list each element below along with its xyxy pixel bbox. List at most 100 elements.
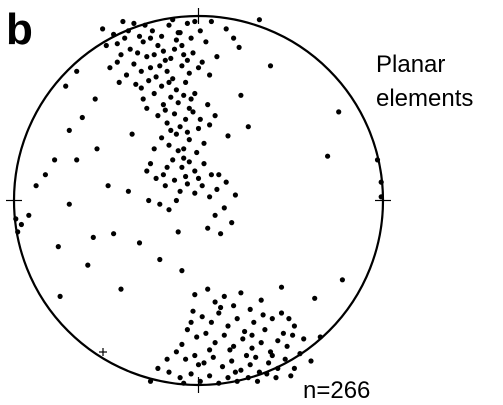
pole-point <box>297 351 303 357</box>
pole-point <box>173 131 179 137</box>
sample-count: n=266 <box>303 377 370 404</box>
pole-point <box>125 188 131 194</box>
pole-point <box>286 316 292 322</box>
pole-point <box>262 327 268 333</box>
pole-point <box>205 225 211 231</box>
pole-point <box>288 373 294 379</box>
pole-point <box>144 168 150 174</box>
pole-point <box>105 183 111 189</box>
pole-point <box>151 146 157 152</box>
pole-point <box>197 378 203 384</box>
pole-point <box>181 146 187 152</box>
pole-point <box>151 52 157 58</box>
pole-point <box>181 52 187 58</box>
pole-point <box>183 116 189 122</box>
pole-point <box>164 120 170 126</box>
pole-point <box>166 207 172 213</box>
pole-point <box>184 57 190 63</box>
pole-point <box>201 140 207 146</box>
pole-point <box>131 20 137 26</box>
pole-point <box>325 153 331 159</box>
pole-point <box>207 347 213 353</box>
pole-point <box>199 59 205 65</box>
pole-point <box>214 186 220 192</box>
pole-point <box>171 46 178 52</box>
pole-point <box>188 319 194 325</box>
pole-point <box>13 216 19 222</box>
pole-point <box>231 303 237 309</box>
pole-point <box>157 63 163 69</box>
pole-point <box>223 179 229 185</box>
pole-point <box>184 129 190 135</box>
pole-point <box>212 299 218 305</box>
pole-point <box>155 113 161 119</box>
pole-point <box>223 26 229 32</box>
pole-point <box>216 172 222 178</box>
pole-point <box>290 332 296 338</box>
pole-point <box>147 378 154 384</box>
pole-point <box>147 161 154 167</box>
pole-point <box>55 244 61 250</box>
pole-point <box>131 61 137 67</box>
pole-point <box>138 85 144 91</box>
pole-point <box>208 319 214 325</box>
pole-point <box>339 277 345 283</box>
pole-point <box>181 155 187 161</box>
pole-point <box>173 37 179 43</box>
pole-point <box>247 306 253 312</box>
pole-point <box>94 146 100 152</box>
pole-point <box>245 375 251 381</box>
pole-point <box>116 79 122 85</box>
pole-point <box>280 330 286 336</box>
pole-point <box>171 111 178 117</box>
pole-point <box>216 310 222 316</box>
pole-point <box>190 308 196 314</box>
pole-point <box>74 68 80 74</box>
pole-point <box>157 256 163 263</box>
pole-point <box>231 35 237 41</box>
pole-point <box>171 177 178 183</box>
pole-point <box>190 50 196 56</box>
pole-point <box>177 188 183 194</box>
pole-point <box>74 157 80 163</box>
pole-point <box>138 68 144 74</box>
pole-point <box>114 59 120 65</box>
pole-point <box>374 157 381 163</box>
pole-point <box>203 330 209 336</box>
pole-point <box>18 221 24 228</box>
pole-point <box>256 369 262 375</box>
pole-point <box>136 240 143 246</box>
pole-point <box>147 65 154 71</box>
pole-point <box>186 159 192 165</box>
pole-point <box>173 197 179 204</box>
pole-point <box>218 304 224 311</box>
pole-point <box>162 107 168 113</box>
pole-point <box>192 18 198 25</box>
pole-point <box>179 164 185 170</box>
pole-point <box>183 173 189 180</box>
pole-point <box>190 109 196 115</box>
pole-point <box>225 323 231 329</box>
pole-point <box>142 22 148 28</box>
pole-point <box>179 63 185 69</box>
pole-point <box>195 125 202 132</box>
pole-point <box>195 65 202 71</box>
pole-point <box>192 90 198 97</box>
pole-point <box>170 157 176 163</box>
pole-point <box>234 316 240 322</box>
pole-point <box>251 319 257 325</box>
pole-point <box>278 310 285 316</box>
pole-point <box>79 114 85 121</box>
pole-point <box>232 369 238 375</box>
pole-point <box>221 332 227 338</box>
pole-point <box>66 201 72 207</box>
pole-point <box>85 262 91 268</box>
pole-point <box>207 194 213 200</box>
pole-point <box>135 50 141 56</box>
pole-point <box>301 336 307 342</box>
pole-point <box>205 286 211 292</box>
pole-point <box>238 290 244 296</box>
pole-point <box>199 314 205 320</box>
plot-caption: Planar elements <box>376 51 473 112</box>
pole-point <box>186 137 192 143</box>
